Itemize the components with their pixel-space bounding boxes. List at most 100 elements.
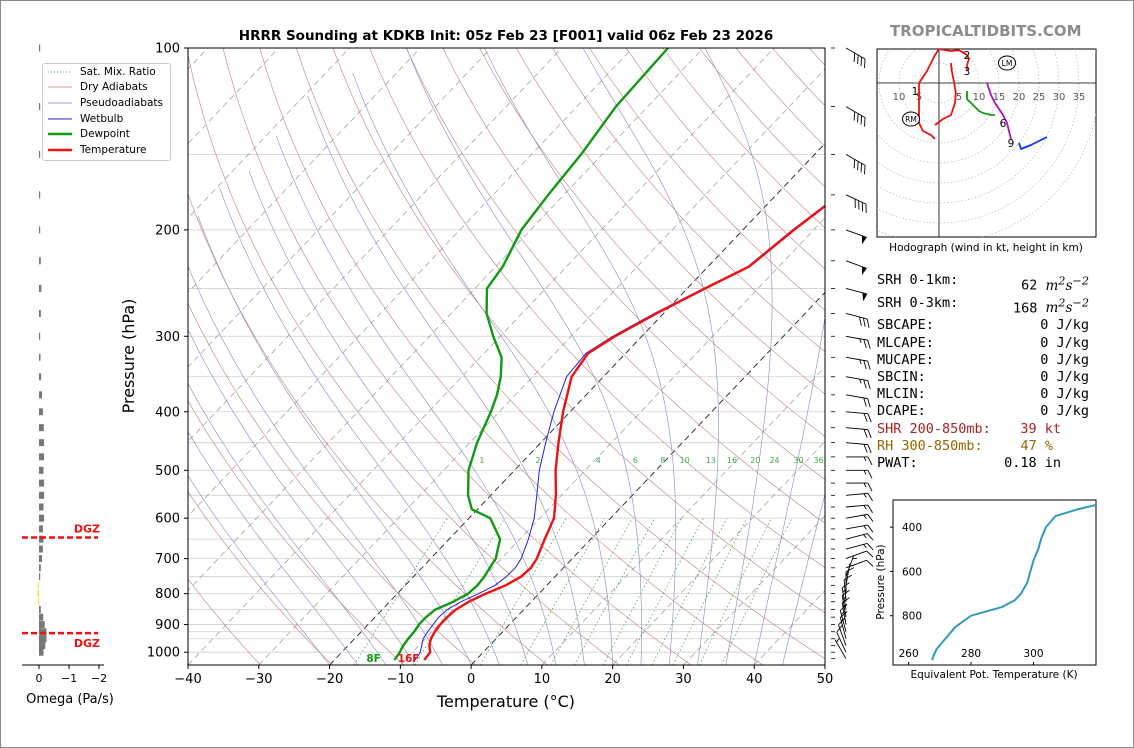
barb-full (866, 543, 874, 551)
barb-half (852, 557, 857, 560)
dry-adiabat (552, 48, 825, 353)
index-label: SRH 0-3km: (877, 294, 959, 311)
barb-full (863, 339, 867, 349)
index-value: 0 J/kg (1040, 403, 1089, 420)
barb-full (867, 380, 871, 390)
pseudoadiabat (704, 48, 773, 665)
y-tick-label: 100 (155, 42, 180, 57)
omega-bar (39, 514, 45, 522)
barb-full (867, 444, 872, 454)
barb-full (860, 115, 863, 125)
barb-full (867, 470, 873, 479)
barb-full (860, 56, 863, 66)
legend-item-wetbulb: Wetbulb (43, 111, 170, 127)
isotherm-line (258, 68, 825, 665)
wind-barb (845, 229, 867, 245)
barb-full (862, 317, 866, 327)
barb-full (867, 398, 871, 408)
mixing-ratio-label: 10 (680, 456, 690, 465)
mixing-ratio-label: 36 (813, 456, 823, 465)
sounding-indices: SRH 0-1km: 62 m2s−2 SRH 0-3km: 168 m2s−2… (877, 272, 1089, 472)
omega-bar (39, 391, 42, 399)
theta-e-ylabel: Pressure (hPa) (875, 544, 887, 619)
barb-full (863, 413, 868, 422)
pseudoadiabat (406, 48, 642, 665)
omega-tick-label: −1 (61, 672, 77, 685)
hodograph-height-label: 2 (964, 50, 971, 62)
omega-tick-label: 0 (36, 672, 43, 685)
barb-full (863, 379, 867, 389)
dry-adiabat (188, 578, 261, 665)
mixing-ratio-label: 2 (535, 456, 540, 465)
barb-full (864, 58, 866, 68)
legend-swatch (48, 132, 72, 136)
omega-bar (39, 621, 45, 629)
theta-e-y-tick-label: 800 (902, 611, 922, 623)
hodograph-ring-label: 15 (993, 92, 1006, 103)
barb-flag (861, 235, 867, 245)
mixing-ratio-line (721, 518, 793, 665)
wind-barb (845, 312, 870, 328)
barb-staff (845, 335, 868, 341)
barb-full (859, 316, 862, 326)
index-label: PWAT: (877, 455, 918, 472)
barb-full (841, 597, 850, 604)
pseudoadiabat (188, 265, 444, 665)
omega-panel: 0 −1 −2 DGZ DGZ (22, 44, 107, 685)
index-srh-0-1km: SRH 0-1km: 62 m2s−2 (877, 272, 1089, 295)
zero-isotherm (470, 291, 825, 665)
barb-half (863, 514, 867, 519)
dry-adiabat (188, 302, 476, 665)
dry-adiabat (589, 48, 825, 311)
index-label: RH 300-850mb: (877, 437, 983, 454)
theta-e-y-tick-label: 600 (902, 566, 922, 578)
barb-staff (845, 563, 851, 586)
omega-bar (39, 606, 41, 614)
barb-full (860, 163, 863, 173)
mixing-ratio-label: 16 (727, 456, 737, 465)
index-number: 168 (1012, 300, 1038, 317)
wind-barb (845, 427, 872, 439)
y-tick-label: 400 (155, 405, 180, 420)
dry-adiabat (515, 48, 825, 395)
index-mlcin: MLCIN: 0 J/kg (877, 386, 1089, 403)
hodograph-ring-label: 5 (956, 92, 962, 103)
pseudoadiabat (197, 216, 472, 665)
index-srh-0-3km: SRH 0-3km: 168 m2s−2 (877, 295, 1089, 318)
legend-swatch (48, 86, 72, 88)
legend-swatch (48, 71, 72, 73)
index-pwat: PWAT: 0.18 in (877, 455, 1089, 472)
dry-adiabat (442, 48, 825, 480)
omega-bar (39, 479, 45, 487)
x-tick-label: −10 (387, 672, 414, 687)
barb-full (863, 444, 868, 453)
wind-barb (845, 194, 867, 214)
legend-item-dry-adiabats: Dry Adiabats (43, 80, 170, 96)
barb-flag (862, 292, 868, 302)
legend-swatch (48, 118, 72, 120)
pseudoadiabat (276, 136, 557, 665)
index-sbcin: SBCIN: 0 J/kg (877, 369, 1089, 386)
x-tick-label: −40 (174, 672, 201, 687)
barb-half (859, 338, 862, 344)
wind-barb (845, 513, 874, 522)
barb-staff (845, 229, 867, 238)
series-temperature (423, 204, 825, 661)
pseudoadiabat (352, 72, 613, 665)
barb-full (867, 493, 873, 502)
barb-staff (845, 154, 866, 166)
wind-barb (845, 563, 854, 586)
index-rh: RH 300-850mb: 47 % (877, 438, 1089, 455)
barb-staff (845, 533, 868, 540)
pseudoadiabat (219, 187, 500, 665)
barb-staff (845, 542, 868, 550)
omega-bar (38, 598, 40, 606)
omega-bar (37, 590, 39, 598)
legend-swatch (48, 102, 72, 104)
hodograph-ring-label: 30 (1053, 92, 1066, 103)
index-label: SBCAPE: (877, 317, 934, 334)
barb-full (857, 113, 859, 123)
wind-barb (836, 624, 847, 653)
index-value: 0 J/kg (1040, 369, 1089, 386)
mixing-ratio-label: 30 (793, 456, 803, 465)
